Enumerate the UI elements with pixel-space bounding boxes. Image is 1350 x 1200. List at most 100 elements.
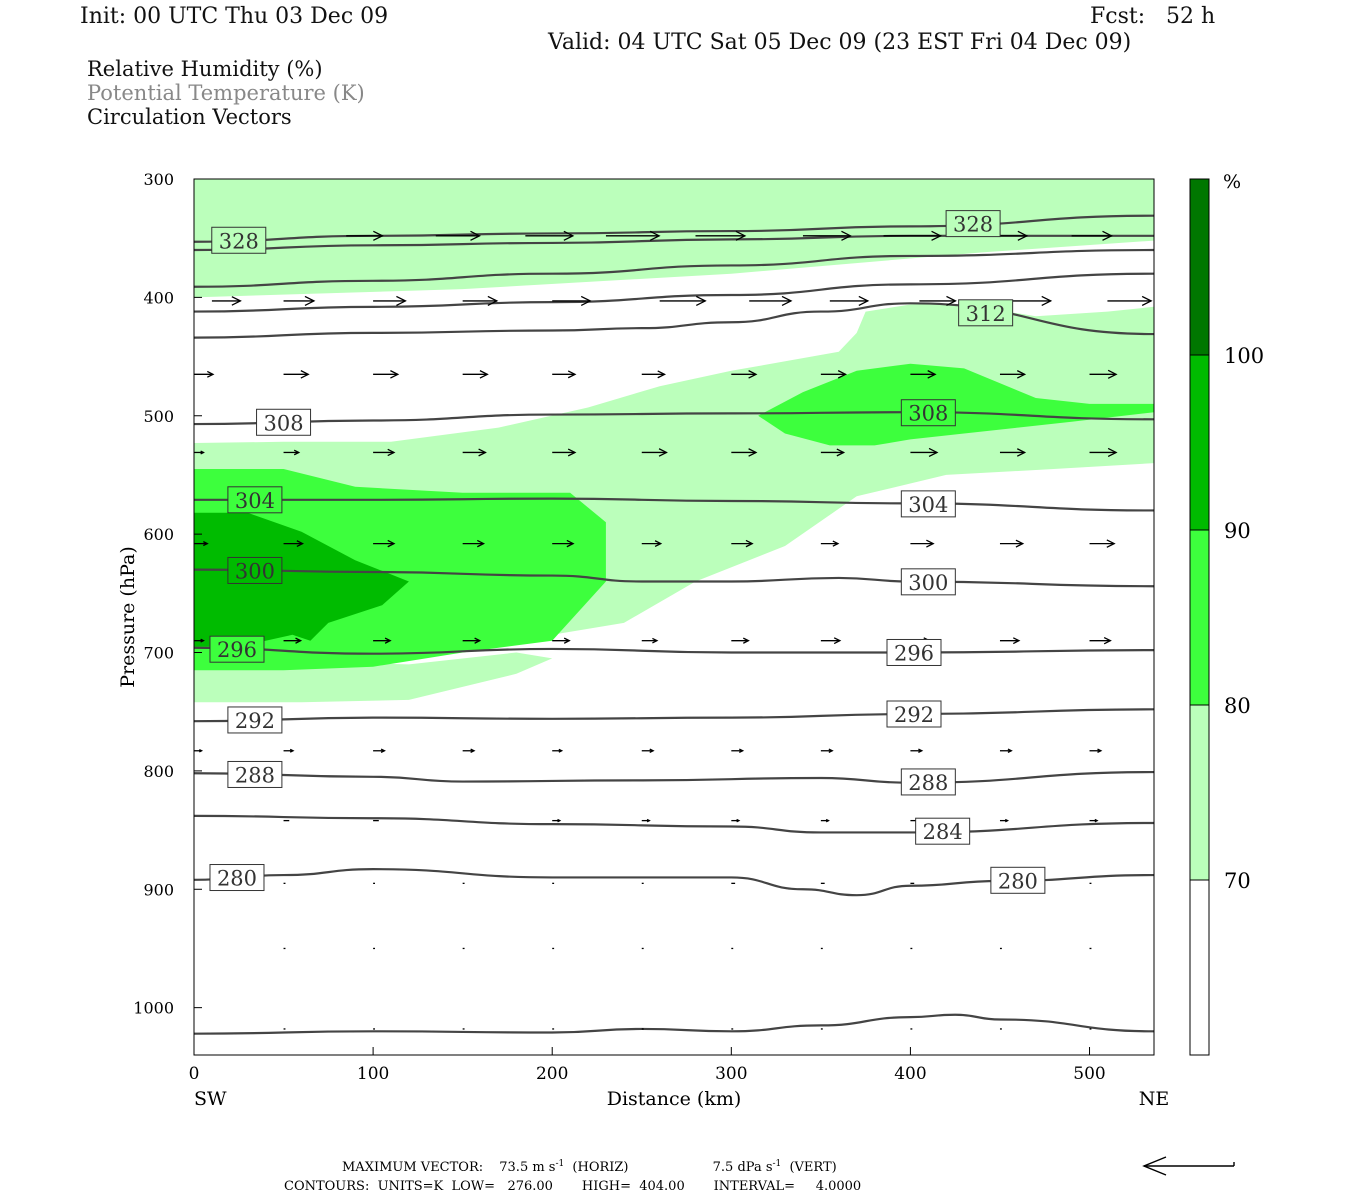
circulation-vector	[910, 748, 924, 754]
axes: 0 100 200 300 400 500 300 400 500 600 700 800 900 100…	[133, 170, 1105, 1084]
vector-head	[474, 637, 482, 644]
contour-label-292: 292	[227, 706, 283, 734]
vector-head	[380, 748, 386, 754]
contour-label-text: 304	[235, 489, 275, 513]
theta-contour-304	[194, 497, 1154, 512]
circulation-vector	[462, 295, 499, 307]
circulation-vector	[194, 749, 204, 753]
vector-head	[396, 295, 407, 307]
vert-note: (VERT)	[789, 1160, 836, 1175]
x-tick-label: 0	[189, 1064, 200, 1084]
colorbar-segment	[1190, 179, 1209, 355]
vector-head	[858, 295, 870, 307]
vector-head	[487, 295, 499, 307]
legend-theta: Potential Temperature (K)	[87, 81, 365, 105]
circulation-vector	[605, 230, 661, 241]
contour-label-308: 308	[900, 399, 956, 427]
vector-head	[295, 637, 303, 644]
contour-label-280: 280	[990, 866, 1046, 894]
circulation-vector	[919, 295, 957, 307]
valid-time: Valid: 04 UTC Sat 05 Dec 09 (23 EST Fri …	[548, 30, 1132, 55]
contour-label-328: 328	[945, 210, 1001, 238]
circulation-vector	[552, 295, 592, 307]
circulation-vector	[731, 748, 745, 754]
theta-contour-308	[194, 411, 1154, 426]
contour-label-text: 312	[966, 302, 1006, 326]
max-vector-label: MAXIMUM VECTOR:	[342, 1160, 483, 1175]
circulation-vector	[999, 539, 1025, 548]
contour-label-text: 300	[235, 559, 275, 583]
vector-head	[580, 295, 592, 307]
footer-contours: CONTOURS: UNITS=K LOW= 276.00 HIGH= 404.…	[284, 1179, 861, 1194]
contour-label-text: 308	[264, 411, 304, 435]
circulation-vector	[659, 295, 707, 307]
contour-label-box	[211, 226, 267, 254]
theta-contour-316	[194, 272, 1154, 313]
theta-contour-320	[194, 248, 1154, 288]
contour-label-304: 304	[900, 490, 956, 518]
vector-head	[203, 541, 209, 547]
vector-head	[646, 818, 651, 823]
horiz-exponent: -1	[555, 1159, 564, 1169]
vector-head	[1107, 447, 1118, 458]
vector-head	[652, 637, 659, 644]
circulation-vector	[435, 230, 481, 241]
vector-head	[736, 818, 741, 823]
circulation-vector	[641, 370, 667, 379]
circulation-vector	[552, 539, 575, 548]
contour-label-text: 284	[923, 820, 963, 844]
vector-head	[748, 448, 758, 457]
circulation-vector	[373, 637, 392, 644]
circulation-vector	[552, 370, 577, 379]
circulation-vector	[552, 448, 577, 457]
circulation-vector	[1089, 818, 1099, 823]
vector-head	[931, 230, 943, 241]
vector-head	[836, 448, 846, 457]
circulation-vector	[731, 637, 750, 644]
theta-contour-288	[194, 770, 1154, 784]
vector-head	[390, 370, 400, 379]
rh-shading	[194, 179, 1154, 703]
y-tick-label: 300	[143, 170, 174, 189]
contour-label-296: 296	[209, 635, 265, 663]
theta-contour-276	[194, 1013, 1154, 1035]
contour-label-300: 300	[227, 556, 283, 584]
contour-label-text: 288	[908, 771, 948, 795]
x-left-label: SW	[194, 1088, 227, 1110]
theta-contour-292	[194, 708, 1154, 723]
circulation-vector	[883, 230, 943, 241]
contour-label-300: 300	[900, 568, 956, 596]
vector-head	[946, 295, 957, 307]
circulation-vector	[731, 539, 754, 548]
circulation-vector	[910, 539, 935, 548]
colorbar-segment	[1190, 530, 1209, 705]
contour-label-box	[227, 486, 283, 514]
circulation-vector	[283, 370, 310, 379]
circulation-vector	[820, 637, 842, 645]
circulation-vector	[820, 540, 840, 547]
circulation-vector	[641, 748, 655, 754]
circulation-vector	[283, 540, 305, 548]
legend-vectors: Circulation Vectors	[87, 105, 292, 129]
theta-contour-284	[194, 814, 1154, 834]
theta-contour-312	[194, 302, 1154, 339]
contour-label-text: 296	[217, 638, 257, 662]
circulation-vector	[373, 370, 400, 379]
colorbar-frame	[1189, 178, 1210, 1056]
vector-head	[649, 748, 655, 754]
circulation-vector	[283, 748, 295, 753]
theta-contour-296	[194, 646, 1154, 655]
vector-head	[828, 748, 834, 754]
vector-head	[1094, 818, 1099, 823]
vector-head	[1106, 539, 1116, 548]
y-axis-title: Pressure (hPa)	[117, 546, 139, 688]
circulation-vector	[373, 295, 407, 307]
footer-max-vector: MAXIMUM VECTOR: 73.5 m s-1 (HORIZ) 7.5 d…	[342, 1155, 837, 1175]
contour-label-box	[227, 706, 283, 734]
contour-label-box	[915, 817, 971, 845]
colorbar-segment	[1190, 880, 1209, 1055]
circulation-vector	[462, 370, 489, 379]
svg-text:MAXIMUM VECTOR: 73.5 m s: MAXIMUM VECTOR: 73.5 m s-1 (HORIZ) 7.5 d…	[342, 1155, 837, 1175]
x-tick-label: 200	[536, 1064, 568, 1084]
